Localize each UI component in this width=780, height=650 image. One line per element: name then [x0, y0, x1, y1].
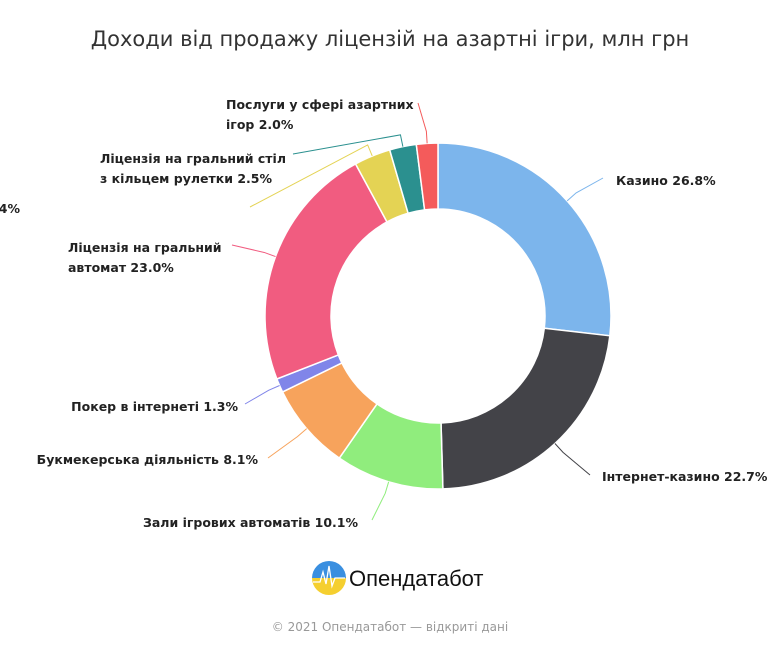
logo: Опендатабот [312, 561, 484, 595]
data-label-7: Ліцензія на гральний стіл [100, 151, 286, 166]
leader-line-8 [417, 102, 428, 144]
data-label-1: Інтернет-казино 22.7% [602, 469, 768, 484]
copyright: © 2021 Опендатабот — відкриті дані [272, 620, 508, 634]
data-label-5: автомат 23.0% [68, 260, 174, 275]
data-label-4: Покер в інтернеті 1.3% [71, 399, 238, 414]
data-label-8: ігор 2.0% [226, 117, 294, 132]
leader-line-0 [566, 177, 604, 202]
slice-8[interactable] [415, 142, 439, 211]
slice-5[interactable] [264, 162, 389, 380]
leader-line-4 [244, 385, 280, 405]
chart-title: Доходи від продажу ліцензій на азартні і… [91, 27, 690, 51]
leader-line-3 [267, 428, 308, 459]
data-label-8: Послуги у сфері азартних [226, 97, 414, 112]
logo-icon [312, 561, 346, 595]
logo-text: Опендатабот [349, 566, 484, 591]
leader-line-1 [554, 443, 591, 476]
slice-1[interactable] [440, 327, 611, 490]
data-label-3: Букмекерська діяльність 8.1% [37, 452, 259, 467]
leader-line-6 [249, 144, 373, 208]
data-label-2: Зали ігрових автоматів 10.1% [143, 515, 358, 530]
pulse-icon [313, 565, 345, 589]
data-label-5: Ліцензія на гральний [68, 240, 222, 255]
leader-line-2 [371, 481, 390, 521]
data-label-6: Ліцензія на гральний стіл 3.4% [0, 201, 20, 216]
leader-line-7 [292, 134, 404, 155]
slice-0[interactable] [437, 142, 612, 337]
data-label-0: Казино 26.8% [616, 173, 716, 188]
leader-line-5 [231, 244, 276, 258]
data-label-7: з кільцем рулетки 2.5% [100, 171, 272, 186]
